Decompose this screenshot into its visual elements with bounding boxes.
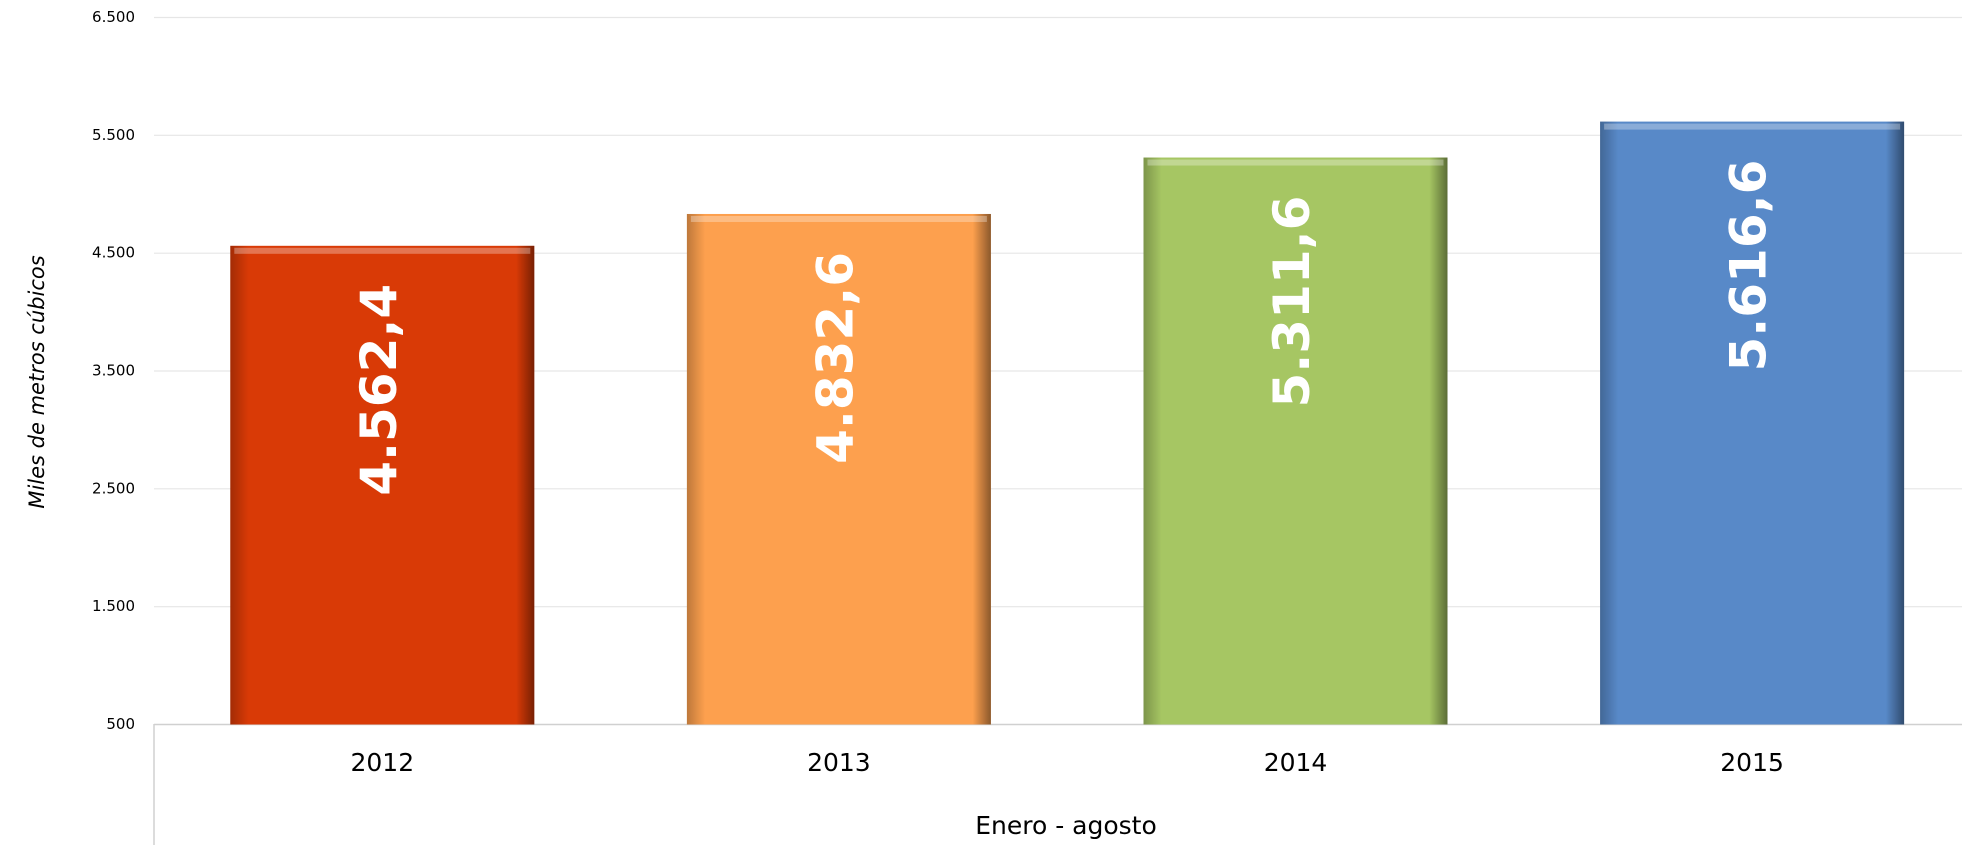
bar-highlight [1604, 123, 1901, 130]
x-tick-label: 2014 [1264, 748, 1328, 777]
value-label: 4.832,6 [806, 252, 864, 464]
bar-shade [1600, 121, 1905, 725]
y-tick-label: 3.500 [92, 362, 135, 380]
bar-highlight [690, 215, 987, 222]
value-label: 5.616,6 [1720, 160, 1778, 372]
bar-shade [1143, 157, 1448, 725]
y-tick-label: 2.500 [92, 479, 135, 497]
x-tick-label: 2015 [1720, 748, 1784, 777]
y-axis-label: Miles de metros cúbicos [25, 255, 49, 508]
y-tick-label: 1.500 [92, 597, 135, 615]
bar-shade [686, 213, 991, 725]
value-label: 5.311,6 [1263, 196, 1321, 408]
bar-highlight [234, 247, 531, 254]
y-tick-label: 500 [106, 715, 135, 733]
y-tick-label: 5.500 [92, 126, 135, 144]
bar-highlight [1147, 159, 1444, 166]
value-label: 4.562,4 [350, 284, 408, 496]
x-axis-label: Enero - agosto [975, 811, 1157, 840]
x-tick-label: 2013 [807, 748, 871, 777]
x-tick-label: 2012 [350, 748, 414, 777]
bar-shade [230, 245, 535, 725]
y-tick-label: 4.500 [92, 244, 135, 262]
y-tick-label: 6.500 [92, 8, 135, 26]
